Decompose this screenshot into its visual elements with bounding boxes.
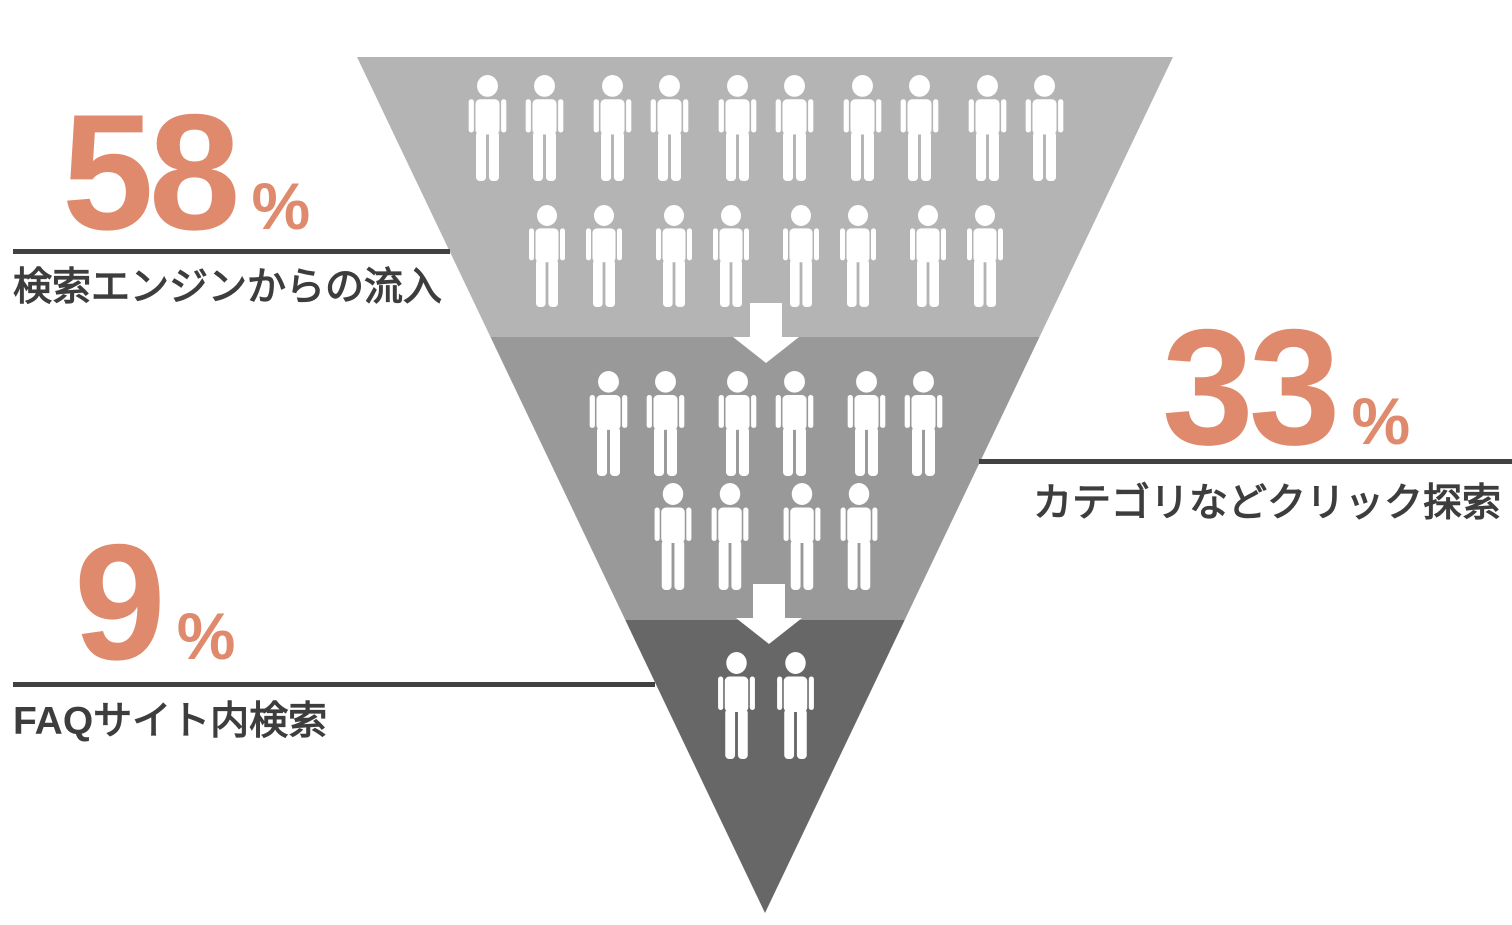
- stage-2-value: 33: [1162, 295, 1341, 479]
- stage-2-percent-sign: %: [1351, 384, 1411, 458]
- stage-3-label: FAQサイト内検索: [13, 700, 328, 743]
- stage-2-label: カテゴリなどクリック探索: [1033, 482, 1502, 525]
- funnel-stage-2: [490, 337, 1040, 620]
- stage-2-leader-line: [979, 459, 1512, 464]
- stage-1-label: 検索エンジンからの流入: [13, 266, 443, 309]
- stage-1-stat: 58%: [62, 90, 310, 255]
- stage-3-percent-sign: %: [176, 599, 236, 673]
- funnel-stage-3: [625, 620, 905, 913]
- stage-3-value: 9: [74, 510, 166, 694]
- stage-1-leader-line: [13, 249, 450, 254]
- stage-1-value: 58: [62, 80, 241, 264]
- funnel-stage-1: [357, 57, 1173, 337]
- stage-1-percent-sign: %: [251, 169, 311, 243]
- stage-3-leader-line: [13, 682, 655, 687]
- stage-3-stat: 9%: [74, 520, 235, 685]
- stage-2-stat: 33%: [1162, 305, 1410, 470]
